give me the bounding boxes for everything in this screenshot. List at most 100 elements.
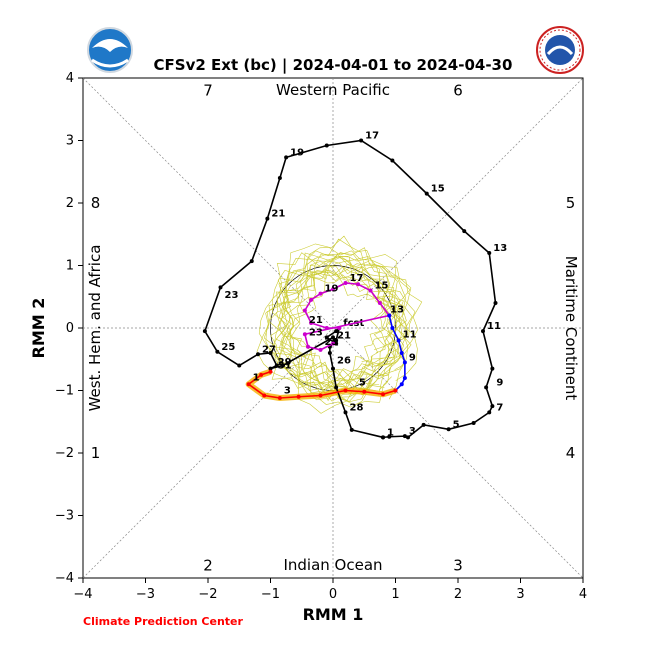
series-point xyxy=(368,288,373,293)
phase-number: 5 xyxy=(566,194,576,212)
ensemble-member-line xyxy=(275,265,401,391)
y-axis-ticks: −4 −3 −2 −1 0 1 2 3 4 xyxy=(55,71,83,586)
series-point xyxy=(215,349,220,354)
series-point xyxy=(318,347,323,352)
phase-number: 1 xyxy=(91,444,101,462)
series-point xyxy=(259,372,264,377)
series-point xyxy=(402,376,407,380)
ensemble-member-line xyxy=(278,256,412,391)
x-tick-label: −2 xyxy=(198,587,217,602)
day-label: 11 xyxy=(403,329,417,340)
x-tick-label: −3 xyxy=(136,587,155,602)
series-point xyxy=(390,158,395,163)
day-label: 21 xyxy=(309,315,323,326)
day-label: 17 xyxy=(350,273,364,284)
x-axis-label: RMM 1 xyxy=(303,605,364,624)
day-label: 13 xyxy=(493,243,507,254)
x-tick-label: −1 xyxy=(261,587,280,602)
series-point xyxy=(246,382,251,387)
series-point xyxy=(337,326,342,330)
credit-text: Climate Prediction Center xyxy=(83,615,243,628)
series-point xyxy=(281,363,285,368)
ensemble-member-line xyxy=(258,235,423,414)
region-left-label: West. Hem. and Africa xyxy=(86,245,104,412)
series-point xyxy=(318,393,323,398)
ensemble-member-line xyxy=(288,269,392,383)
day-label: 19 xyxy=(325,284,339,295)
series-point xyxy=(309,297,314,302)
series-point xyxy=(343,388,348,393)
series-point xyxy=(249,259,254,264)
series-point xyxy=(274,363,279,368)
series-point xyxy=(334,341,339,346)
series-point xyxy=(302,308,307,313)
series-point xyxy=(471,421,476,425)
x-tick-label: 3 xyxy=(516,587,524,602)
noaa-logo xyxy=(87,27,133,73)
series-point xyxy=(399,351,404,355)
series-point xyxy=(262,393,267,398)
ensemble-member-line xyxy=(256,243,412,408)
series-point xyxy=(268,366,273,371)
series-point xyxy=(331,335,335,340)
series-point xyxy=(218,285,223,290)
series-point xyxy=(390,326,395,330)
series-point xyxy=(265,216,270,221)
day-label: 17 xyxy=(365,131,379,142)
day-label: 13 xyxy=(390,304,404,315)
y-tick-label: −3 xyxy=(55,509,74,524)
series-point xyxy=(446,427,451,432)
day-label: 21 xyxy=(271,209,285,220)
series-point xyxy=(331,341,335,346)
series-point xyxy=(402,360,407,365)
series-point xyxy=(487,251,492,255)
y-tick-label: 4 xyxy=(66,71,74,86)
series-line xyxy=(303,282,391,351)
y-tick-label: 3 xyxy=(66,134,74,149)
series-point xyxy=(484,385,489,390)
series-point xyxy=(349,427,354,432)
series-point xyxy=(462,229,467,234)
series-point xyxy=(277,396,282,400)
series-point xyxy=(334,329,339,334)
series-point xyxy=(424,191,429,196)
day-label: 26 xyxy=(337,356,351,367)
y-tick-label: −2 xyxy=(55,446,74,461)
series-point xyxy=(406,435,410,440)
day-label: 25 xyxy=(325,337,339,348)
day-label: 25 xyxy=(221,342,235,353)
day-label: 23 xyxy=(309,327,323,338)
day-label: 29 xyxy=(278,357,292,368)
x-tick-label: 2 xyxy=(454,587,462,602)
series-point xyxy=(487,410,492,415)
phase-number: 8 xyxy=(91,194,101,212)
region-bottom-label: Indian Ocean xyxy=(283,556,382,574)
series-point xyxy=(359,138,364,143)
series-point xyxy=(381,435,385,440)
series-point xyxy=(306,344,310,349)
series-point xyxy=(331,366,335,371)
series-point xyxy=(237,363,242,368)
day-label: 1 xyxy=(253,372,260,383)
phase-number: 2 xyxy=(203,557,213,575)
series-point xyxy=(356,282,360,287)
series-point xyxy=(421,422,426,427)
day-label: 19 xyxy=(290,147,304,158)
series-point xyxy=(381,392,385,397)
series-point xyxy=(343,410,348,415)
ensemble-member-line xyxy=(270,252,401,402)
series-point xyxy=(327,351,332,355)
x-tick-label: −4 xyxy=(73,587,92,602)
series-point xyxy=(268,351,273,355)
series-point xyxy=(324,326,329,330)
day-label: 15 xyxy=(431,184,445,195)
series-point xyxy=(302,332,307,337)
phase-number: 6 xyxy=(453,82,463,100)
y-tick-label: 2 xyxy=(66,196,74,211)
ensemble-member-line xyxy=(268,252,418,406)
day-label: 15 xyxy=(375,281,389,292)
series-point xyxy=(277,176,282,180)
phase-number: 4 xyxy=(566,444,576,462)
